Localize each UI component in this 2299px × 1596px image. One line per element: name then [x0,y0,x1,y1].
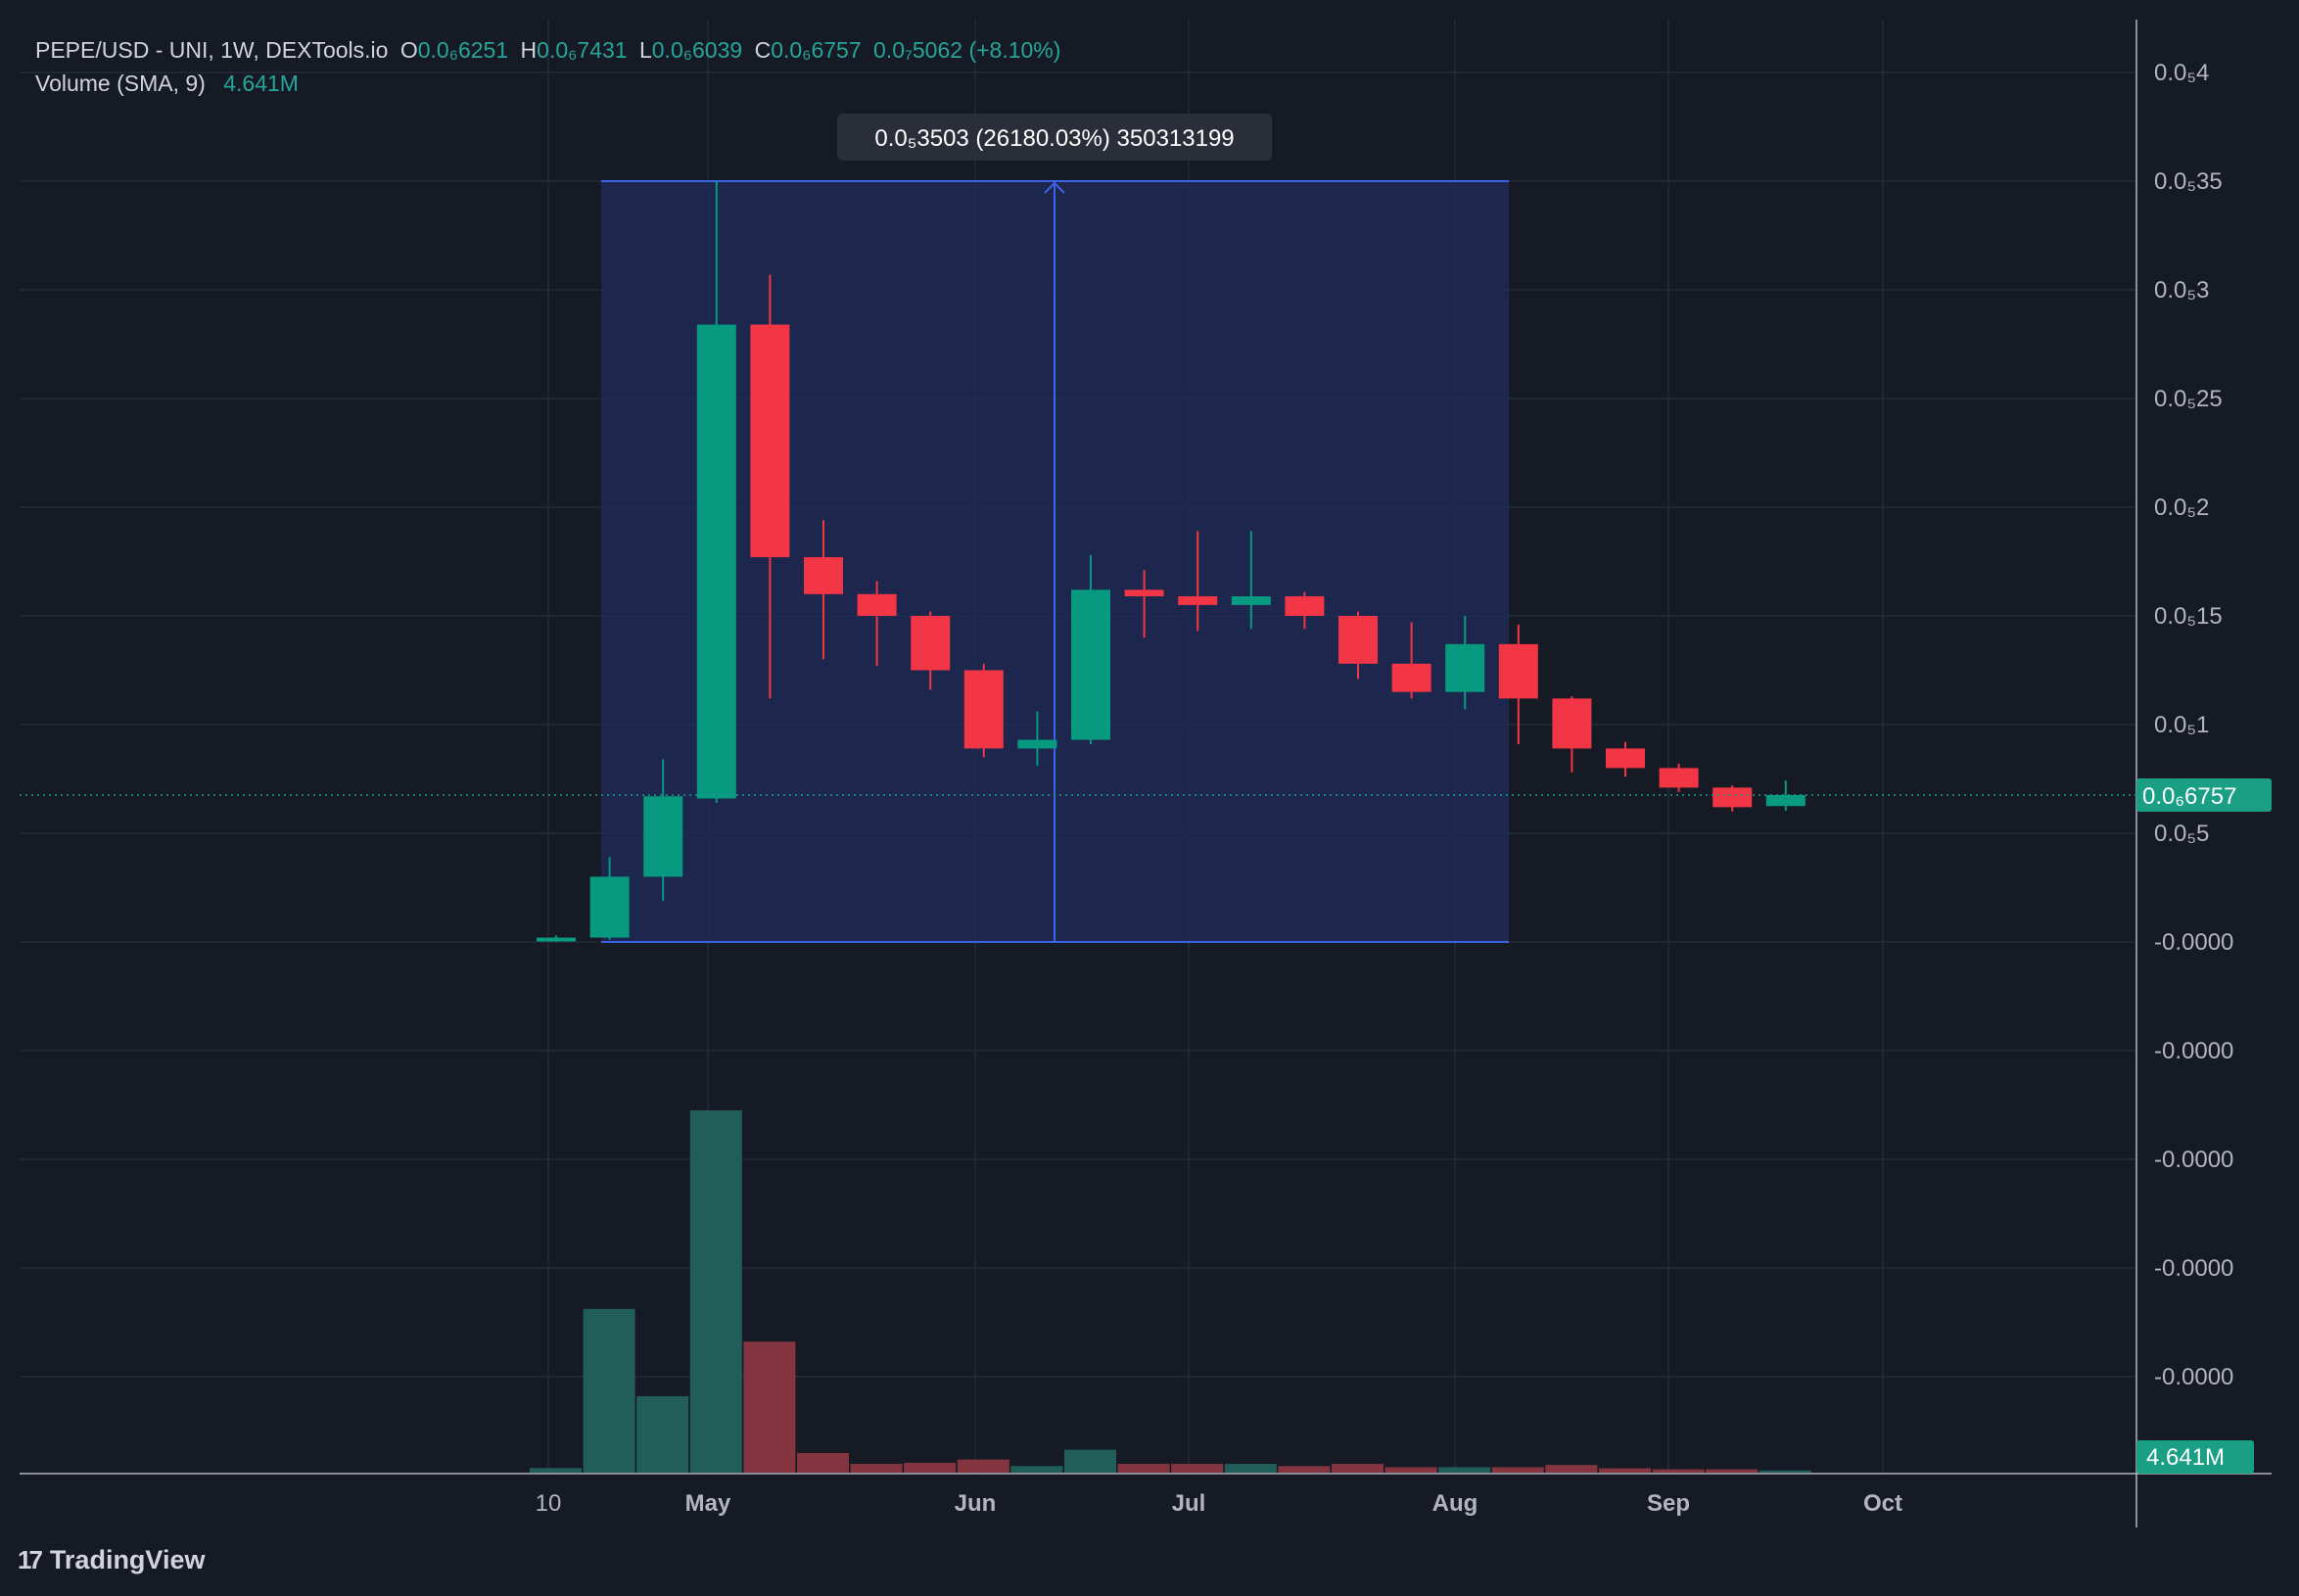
x-tick-label: Sep [1647,1490,1690,1517]
volume-bar [1278,1466,1331,1473]
y-tick-label: 0.0₅4 [2154,60,2209,86]
change-value: 0.0₇5062 (+8.10%) [873,37,1061,63]
volume-bar [636,1395,689,1473]
candle-body [1498,643,1538,699]
volume-bar [1545,1465,1598,1473]
measure-tool[interactable] [601,180,1509,943]
tradingview-logo[interactable]: 17 TradingView [18,1545,205,1575]
candle-body [1285,596,1325,616]
axes: 0.0₅40.0₅350.0₅30.0₅250.0₅20.0₅150.0₅10.… [20,20,2272,1527]
candle-body [1713,787,1753,808]
y-tick-label: 0.0₅2 [2154,494,2209,521]
low-label: L [638,37,652,63]
candle-body [1659,768,1699,788]
volume-bar [1117,1464,1170,1473]
last-volume-label: 4.641M [2146,1444,2225,1471]
volume-bar [1171,1464,1224,1473]
candle-body [589,876,630,938]
candle-body [911,616,951,671]
candle-body [1445,643,1485,692]
volume-bar [1064,1449,1116,1473]
y-tick-label: 0.0₅3 [2154,277,2209,304]
x-tick-label: May [685,1490,731,1517]
volume-bar [1599,1468,1651,1473]
y-tick-label: 0.0₅5 [2154,821,2209,847]
candle-body [1071,589,1110,740]
candle-body [804,557,843,594]
last-volume-badge [2136,1440,2254,1474]
volume-indicator-value: 4.641M [223,70,299,96]
y-tick-label: 0.0₅25 [2154,386,2223,412]
candle-body [696,324,736,799]
volume-bar [743,1341,796,1473]
last-price-label: 0.0₆6757 [2142,783,2236,810]
overlay-labels: 0.0₆6757 4.641M 0.0₅3503 (26180.03%) 35031… [20,114,2272,1474]
volume-bar [1010,1466,1063,1473]
candle-body [750,324,790,558]
volume-bar [1332,1464,1384,1473]
y-tick-label: 0.0₅35 [2154,168,2223,195]
y-tick-label: -0.0000 [2154,1364,2233,1390]
volume-bar [1491,1467,1544,1473]
ohlc-legend: PEPE/USD - UNI, 1W, DEXTools.io O0.0₆625… [35,35,1066,65]
x-tick-label: 10 [536,1490,562,1517]
tradingview-mark-icon: 17 [18,1545,43,1574]
brand-name: TradingView [49,1545,206,1574]
volume-indicator-label[interactable]: Volume (SMA, 9) [35,70,206,96]
candle-body [1765,794,1806,807]
candle-body [857,593,897,616]
volume-legend: Volume (SMA, 9) 4.641M [35,69,305,98]
candle-body [1124,589,1164,597]
y-tick-label: -0.0000 [2154,929,2233,956]
y-tick-label: 0.0₅1 [2154,712,2209,738]
volume-bar [904,1462,957,1473]
volume-bar [1706,1469,1759,1473]
measure-tooltip-text: 0.0₅3503 (26180.03%) 350313199 [874,125,1234,152]
volume-bar [797,1452,849,1473]
measure-tooltip [837,114,1272,161]
candle-body [643,796,683,877]
close-label: C [754,37,772,63]
volume-bar [583,1308,635,1473]
candle-body [1606,748,1645,769]
measure-arrow-head [1044,181,1065,194]
candle-body [1017,739,1057,749]
volume-bar [957,1459,1009,1473]
y-tick-label: 0.0₅15 [2154,603,2223,630]
volume-bar [850,1464,903,1473]
volume-bars [530,1110,1811,1473]
high-value: 0.0₆7431 [537,37,628,63]
open-value: 0.0₆6251 [417,37,509,63]
symbol-title[interactable]: PEPE/USD - UNI, 1W, DEXTools.io [35,37,389,63]
candle-body [963,670,1004,749]
y-tick-label: -0.0000 [2154,1038,2233,1064]
candle-body [1231,596,1271,605]
y-tick-label: -0.0000 [2154,1255,2233,1282]
x-tick-label: Jun [955,1490,997,1517]
volume-bar [1759,1470,1811,1473]
x-tick-label: Jul [1172,1490,1206,1517]
volume-bar [689,1110,742,1473]
close-value: 0.0₆6757 [771,37,862,63]
candle-body [1178,596,1218,605]
x-tick-label: Aug [1432,1490,1478,1517]
y-tick-label: -0.0000 [2154,1147,2233,1173]
volume-bar [530,1468,582,1473]
high-label: H [520,37,538,63]
candle-body [1552,698,1592,749]
last-price-badge [2136,777,2272,812]
candle-body [537,937,576,942]
candle-body [1338,616,1378,664]
x-tick-label: Oct [1863,1490,1902,1517]
volume-bar [1384,1467,1437,1473]
volume-bar [1652,1469,1705,1473]
candlesticks[interactable] [537,181,1806,942]
volume-bar [1224,1464,1277,1473]
low-value: 0.0₆6039 [651,37,743,63]
volume-bar [1438,1467,1491,1473]
open-label: O [399,37,418,63]
candle-body [1391,663,1431,692]
